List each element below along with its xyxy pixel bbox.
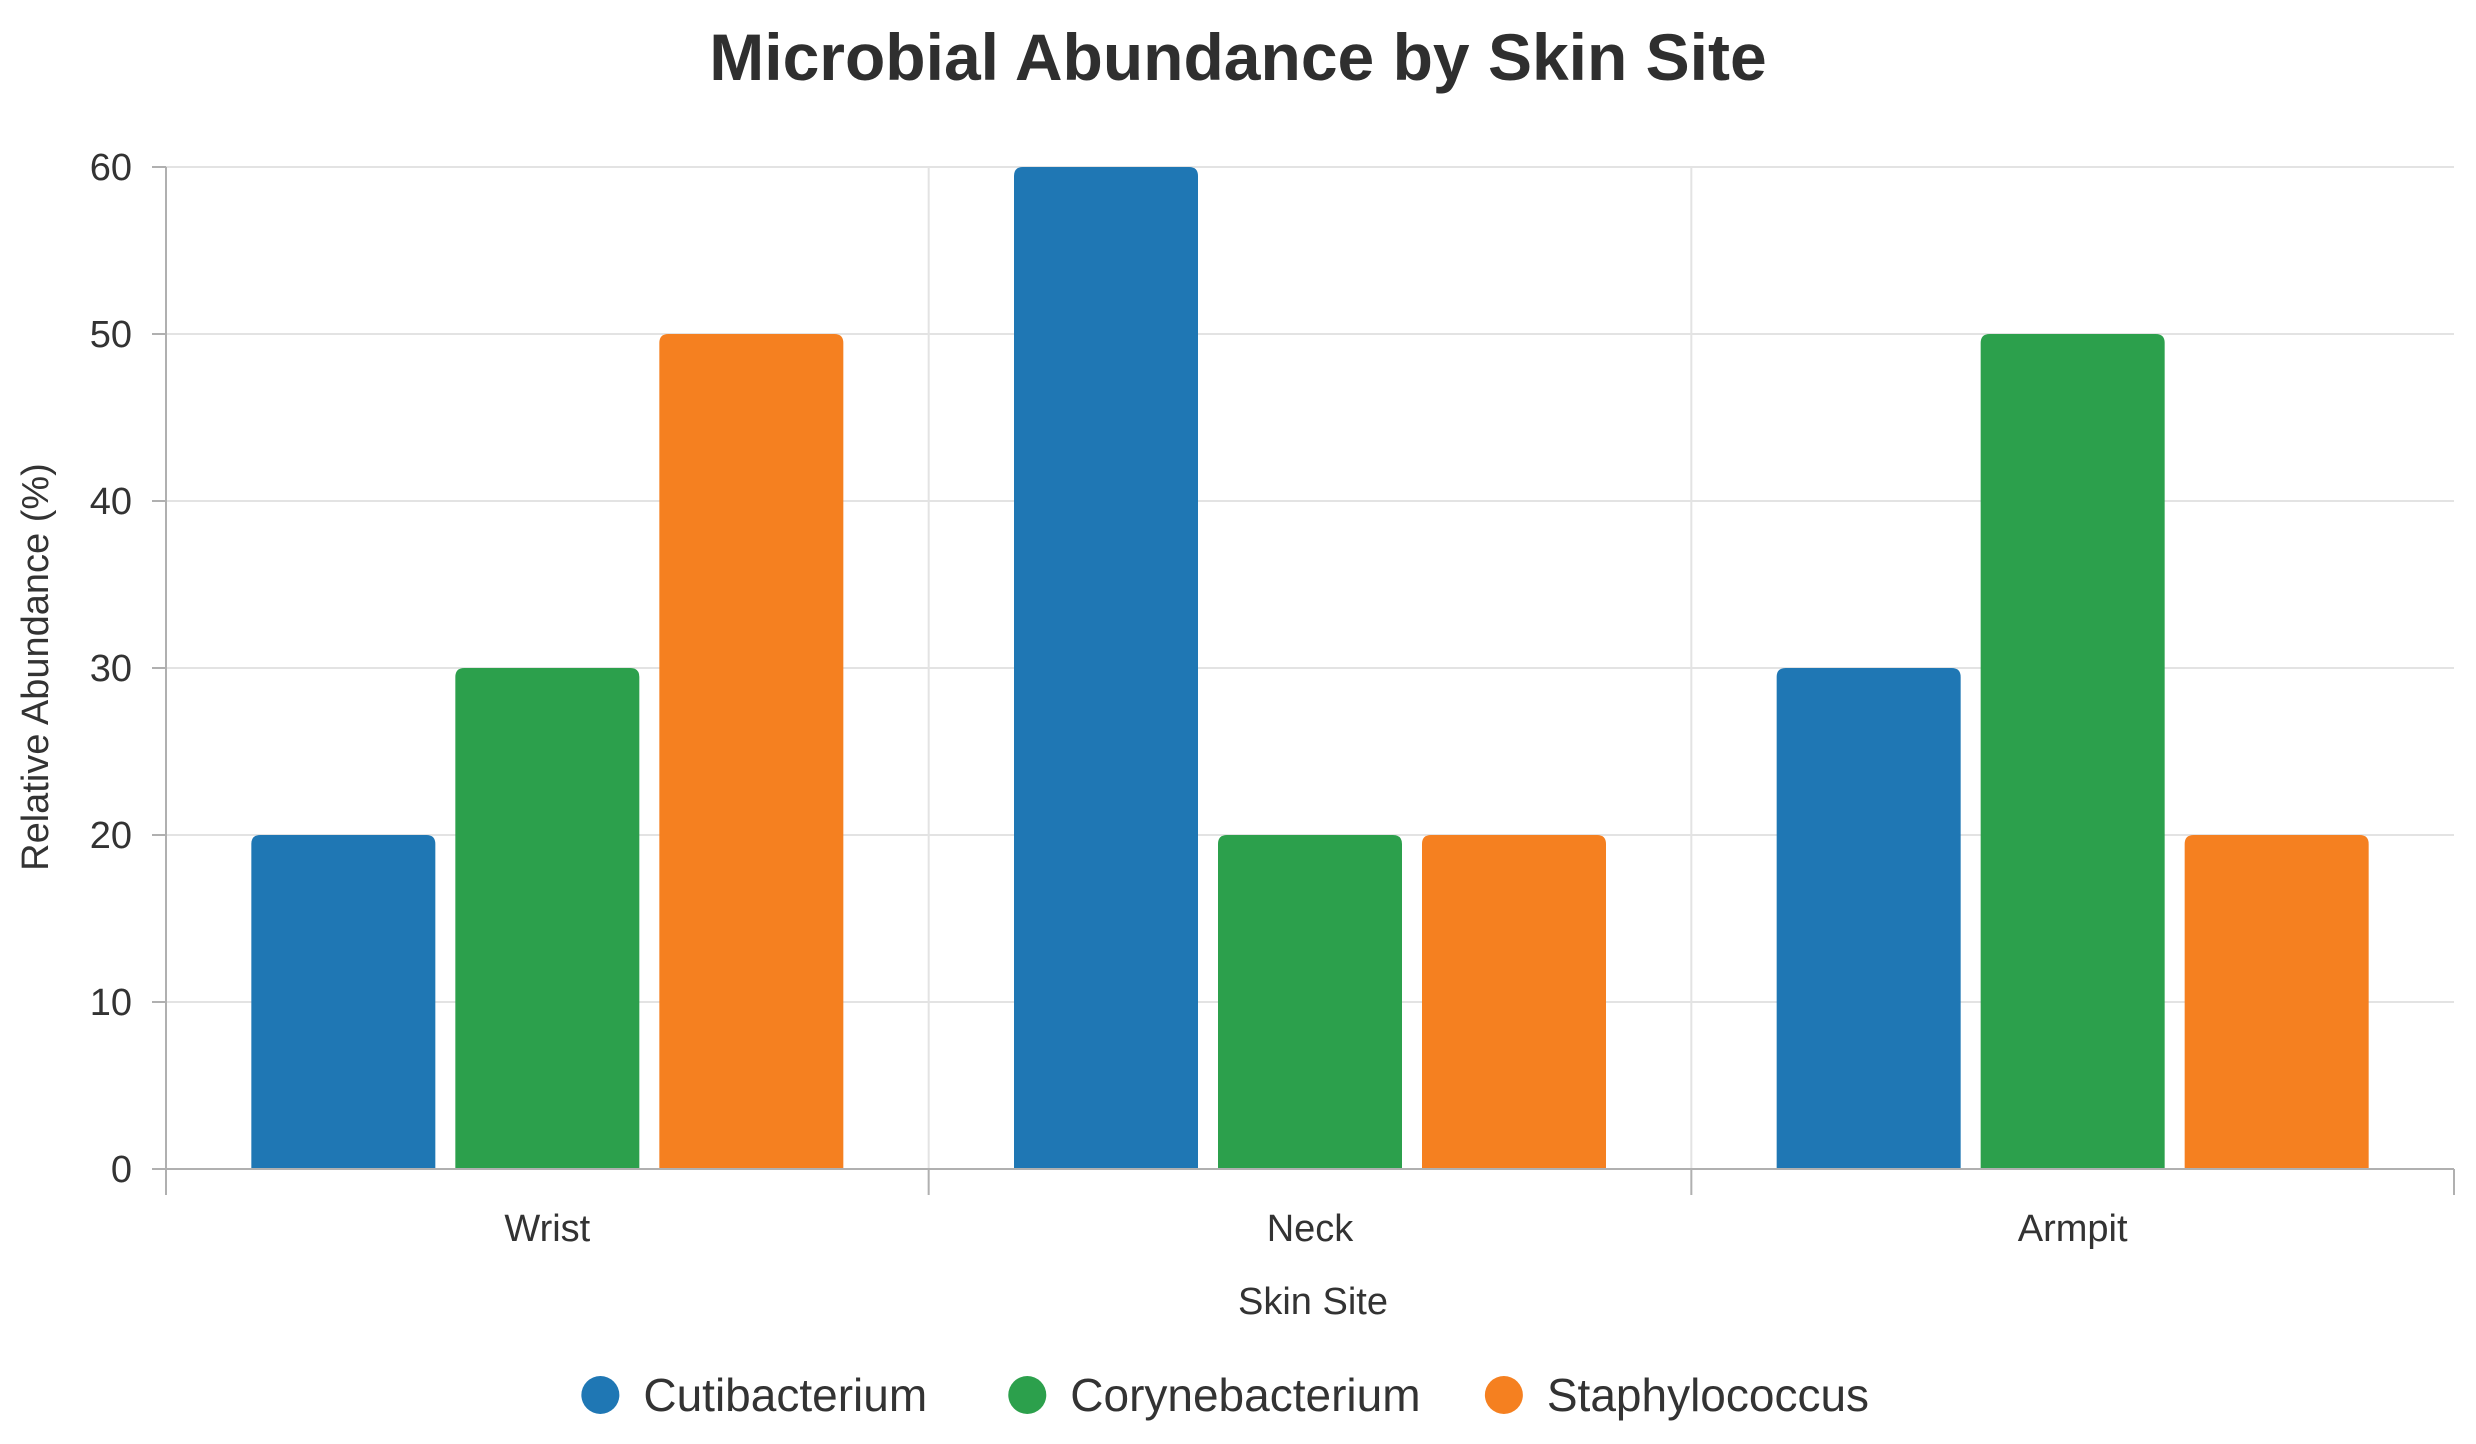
y-tick-label: 60 <box>90 147 132 189</box>
y-tick-label: 30 <box>90 648 132 690</box>
x-tick-label: Armpit <box>2018 1208 2128 1250</box>
bar-staphylococcus-neck <box>1422 835 1606 1169</box>
y-tick-label: 20 <box>90 815 132 857</box>
y-tick-label: 10 <box>90 982 132 1024</box>
x-axis-label: Skin Site <box>1238 1281 1388 1323</box>
legend-swatch-corynebacterium <box>1008 1376 1047 1414</box>
bar-corynebacterium-wrist <box>455 668 640 1169</box>
bar-corynebacterium-armpit <box>1980 334 2165 1169</box>
bar-cutibacterium-wrist <box>251 835 436 1169</box>
bar-corynebacterium-neck <box>1218 835 1402 1169</box>
y-axis-label: Relative Abundance (%) <box>15 463 57 871</box>
legend-swatch-staphylococcus <box>1484 1376 1523 1414</box>
bar-cutibacterium-neck <box>1014 167 1198 1169</box>
axes-layer: 0 10 20 30 40 50 60 Wrist Neck Armpit <box>90 147 2455 1250</box>
bar-staphylococcus-armpit <box>2184 835 2369 1169</box>
chart-title: Microbial Abundance by Skin Site <box>709 20 1766 94</box>
y-tick-label: 50 <box>90 314 132 356</box>
x-tick-label: Wrist <box>504 1208 590 1250</box>
bars-layer <box>251 167 2369 1169</box>
legend-label-corynebacterium: Corynebacterium <box>1070 1369 1420 1421</box>
y-tick-label: 0 <box>111 1149 132 1191</box>
y-tick-label: 40 <box>90 481 132 523</box>
x-tick-label: Neck <box>1267 1208 1355 1250</box>
legend-label-cutibacterium: Cutibacterium <box>643 1369 927 1421</box>
legend-swatch-cutibacterium <box>581 1376 620 1414</box>
legend: Cutibacterium Corynebacterium Staphylococc… <box>581 1369 1869 1421</box>
legend-label-staphylococcus: Staphylococcus <box>1547 1369 1869 1421</box>
bar-staphylococcus-wrist <box>659 334 844 1169</box>
bar-cutibacterium-armpit <box>1776 668 1961 1169</box>
